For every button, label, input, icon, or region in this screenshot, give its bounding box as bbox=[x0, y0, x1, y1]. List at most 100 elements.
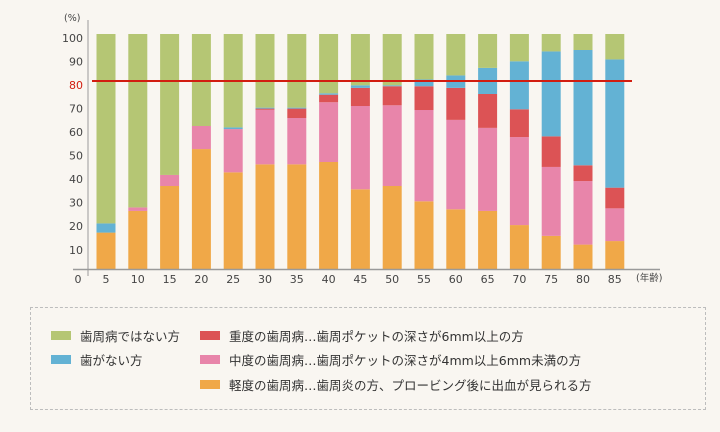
bar-segment bbox=[541, 51, 561, 137]
y-tick-label: 80 bbox=[69, 79, 83, 92]
bar-segment bbox=[478, 210, 498, 270]
bar-segment bbox=[350, 34, 370, 86]
bar-segment bbox=[160, 34, 180, 175]
bar-segment bbox=[96, 34, 116, 224]
x-tick-label: 5 bbox=[103, 273, 110, 286]
bar-segment bbox=[605, 241, 625, 270]
bar-segment bbox=[319, 34, 339, 94]
bar-segment bbox=[573, 244, 593, 270]
legend-item-no-teeth: 歯がない方 bbox=[51, 350, 143, 369]
bar-segment bbox=[573, 181, 593, 245]
bar-segment bbox=[382, 85, 402, 87]
bar-segment bbox=[160, 174, 180, 187]
bar-segment bbox=[350, 189, 370, 270]
bar-segment bbox=[319, 94, 339, 103]
bar-segment bbox=[96, 223, 116, 233]
bar-segment bbox=[223, 127, 243, 130]
x-tick-label: 45 bbox=[353, 273, 367, 286]
bar-segment bbox=[128, 210, 148, 270]
legend: 歯周病ではない方 歯がない方 重度の歯周病…歯周ポケットの深さが6mm以上の方 … bbox=[30, 307, 706, 410]
legend-label: 重度の歯周病…歯周ポケットの深さが6mm以上の方 bbox=[229, 329, 524, 344]
bar-segment bbox=[350, 87, 370, 107]
bar-segment bbox=[287, 34, 307, 108]
x-tick-label: 85 bbox=[608, 273, 622, 286]
bar-segment bbox=[382, 186, 402, 270]
bar-segment bbox=[573, 50, 593, 166]
bar-segment bbox=[128, 34, 148, 208]
bar-segment bbox=[414, 79, 434, 87]
bar-segment bbox=[96, 232, 116, 270]
legend-swatch bbox=[200, 355, 220, 364]
bar-segment bbox=[605, 208, 625, 242]
bar-segment bbox=[446, 119, 466, 210]
bar-segment bbox=[382, 86, 402, 106]
bar-segment bbox=[414, 34, 434, 80]
bar-segment bbox=[509, 225, 529, 270]
y-tick-label: 30 bbox=[69, 197, 83, 210]
x-tick-label: 20 bbox=[194, 273, 208, 286]
legend-item-healthy: 歯周病ではない方 bbox=[51, 326, 180, 345]
x-tick-label: 30 bbox=[258, 273, 272, 286]
bar-segment bbox=[478, 34, 498, 68]
x-tick-label: 15 bbox=[163, 273, 177, 286]
bar-segment bbox=[128, 207, 148, 211]
legend-item-mild: 軽度の歯周病…歯周炎の方、プロービング後に出血が見られる方 bbox=[200, 375, 592, 394]
bar-segment bbox=[478, 127, 498, 211]
bar-segment bbox=[509, 137, 529, 226]
bar-segment bbox=[382, 34, 402, 86]
bar-segment bbox=[255, 34, 275, 108]
legend-item-moderate: 中度の歯周病…歯周ポケットの深さが4mm以上6mm未満の方 bbox=[200, 350, 581, 369]
bar-segment bbox=[319, 162, 339, 270]
bar-segment bbox=[414, 110, 434, 202]
bar-segment bbox=[509, 61, 529, 110]
bar-segment bbox=[255, 109, 275, 165]
legend-label: 中度の歯周病…歯周ポケットの深さが4mm以上6mm未満の方 bbox=[229, 353, 582, 368]
bar-segment bbox=[541, 136, 561, 167]
bar-segment bbox=[319, 93, 339, 95]
x-tick-label: 60 bbox=[449, 273, 463, 286]
x-tick-label: 70 bbox=[512, 273, 526, 286]
x-tick-label: 35 bbox=[290, 273, 304, 286]
bar-segment bbox=[350, 106, 370, 190]
legend-label: 軽度の歯周病…歯周炎の方、プロービング後に出血が見られる方 bbox=[229, 378, 592, 393]
legend-swatch bbox=[51, 331, 71, 340]
stacked-bar-chart: 5 10 15 20 25 30 35 40 45 50 55 60 65 70 75 80 85 0 10 20 30… bbox=[62, 13, 662, 286]
bar-segment bbox=[191, 126, 211, 150]
bar-segment bbox=[191, 34, 211, 127]
bar-segment bbox=[541, 235, 561, 270]
bar-segment bbox=[160, 186, 180, 270]
y-axis-unit: (%) bbox=[64, 13, 80, 24]
bar-segment bbox=[287, 107, 307, 109]
x-tick-label: 65 bbox=[481, 273, 495, 286]
bar-segment bbox=[287, 118, 307, 165]
x-tick-label: 50 bbox=[385, 273, 399, 286]
x-tick-label: 80 bbox=[576, 273, 590, 286]
bar-segment bbox=[287, 108, 307, 119]
x-tick-label: 40 bbox=[322, 273, 336, 286]
y-tick-label: 0 bbox=[75, 273, 82, 286]
bar-segment bbox=[414, 86, 434, 111]
x-tick-label: 10 bbox=[131, 273, 145, 286]
bar-segment bbox=[319, 102, 339, 163]
bar-segment bbox=[605, 187, 625, 209]
bar-segment bbox=[191, 149, 211, 270]
bar-segment bbox=[287, 164, 307, 270]
bar-segment bbox=[446, 34, 466, 76]
bar-segment bbox=[255, 108, 275, 110]
bar-segment bbox=[541, 166, 561, 236]
bar-segment bbox=[478, 94, 498, 128]
bar-segment bbox=[382, 105, 402, 187]
bar-segment bbox=[509, 109, 529, 138]
bar-segment bbox=[414, 201, 434, 270]
legend-swatch bbox=[200, 380, 220, 389]
x-tick-label: 25 bbox=[226, 273, 240, 286]
bar-segment bbox=[223, 172, 243, 270]
legend-swatch bbox=[200, 331, 220, 340]
bar-segment bbox=[255, 107, 275, 109]
bar-segment bbox=[573, 165, 593, 182]
y-tick-label: 10 bbox=[69, 244, 83, 257]
y-tick-label: 40 bbox=[69, 173, 83, 186]
bar-segment bbox=[350, 85, 370, 88]
legend-label: 歯がない方 bbox=[80, 353, 143, 368]
bar-segment bbox=[255, 164, 275, 270]
